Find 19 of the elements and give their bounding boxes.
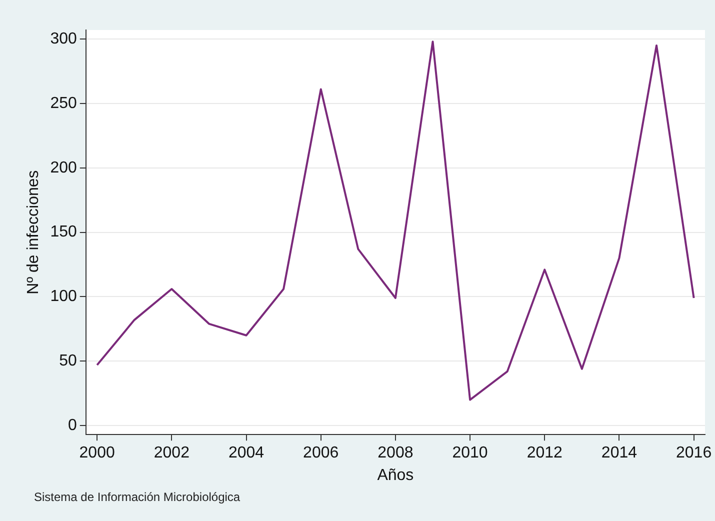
x-tick-label: 2010	[452, 444, 488, 462]
x-tick-label: 2002	[154, 444, 190, 462]
text: Sistema de Información Microbiológica	[34, 490, 240, 504]
y-tick-label: 200	[50, 159, 77, 176]
y-tick-label: 250	[50, 94, 77, 112]
x-axis-title: Años	[377, 466, 414, 484]
x-tick-label: 2016	[676, 444, 712, 462]
x-tick-label: 2012	[526, 444, 563, 462]
x-tick-label: 2008	[378, 444, 414, 462]
y-tick-label: 150	[50, 224, 77, 241]
x-tick-label: 2000	[79, 444, 115, 462]
y-tick-label: 100	[50, 288, 77, 306]
y-tick-label: 0	[68, 416, 77, 434]
x-tick-label: 2006	[303, 444, 339, 462]
y-tick-label: 300	[50, 30, 77, 48]
x-tick-label: 2014	[601, 444, 638, 462]
x-tick-label: 2004	[228, 444, 264, 462]
y-axis-title: Nº de infecciones	[25, 170, 42, 294]
y-tick-label: 50	[59, 352, 77, 370]
